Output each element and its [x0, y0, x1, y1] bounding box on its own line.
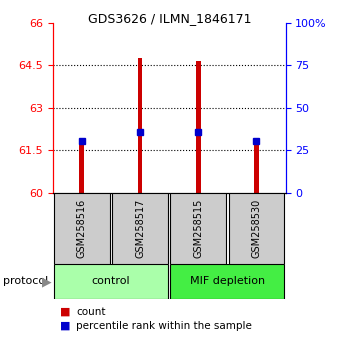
Bar	[80, 143, 84, 193]
Text: GSM258515: GSM258515	[193, 199, 203, 258]
Text: MIF depletion: MIF depletion	[190, 276, 265, 286]
Text: ■: ■	[59, 307, 70, 316]
FancyBboxPatch shape	[170, 264, 285, 299]
FancyBboxPatch shape	[170, 193, 226, 264]
Text: GSM258516: GSM258516	[77, 199, 87, 258]
Bar	[196, 61, 201, 193]
Text: protocol: protocol	[3, 276, 49, 286]
Text: control: control	[91, 276, 130, 286]
FancyBboxPatch shape	[112, 193, 168, 264]
FancyBboxPatch shape	[54, 264, 168, 299]
Bar	[254, 143, 259, 193]
Text: ■: ■	[59, 321, 70, 331]
Text: GSM258530: GSM258530	[252, 199, 261, 258]
Text: ▶: ▶	[42, 275, 52, 288]
FancyBboxPatch shape	[228, 193, 285, 264]
Text: GDS3626 / ILMN_1846171: GDS3626 / ILMN_1846171	[88, 12, 252, 25]
Text: count: count	[76, 307, 106, 316]
Text: GSM258517: GSM258517	[135, 199, 145, 258]
Bar	[138, 58, 142, 193]
Text: percentile rank within the sample: percentile rank within the sample	[76, 321, 252, 331]
FancyBboxPatch shape	[54, 193, 110, 264]
